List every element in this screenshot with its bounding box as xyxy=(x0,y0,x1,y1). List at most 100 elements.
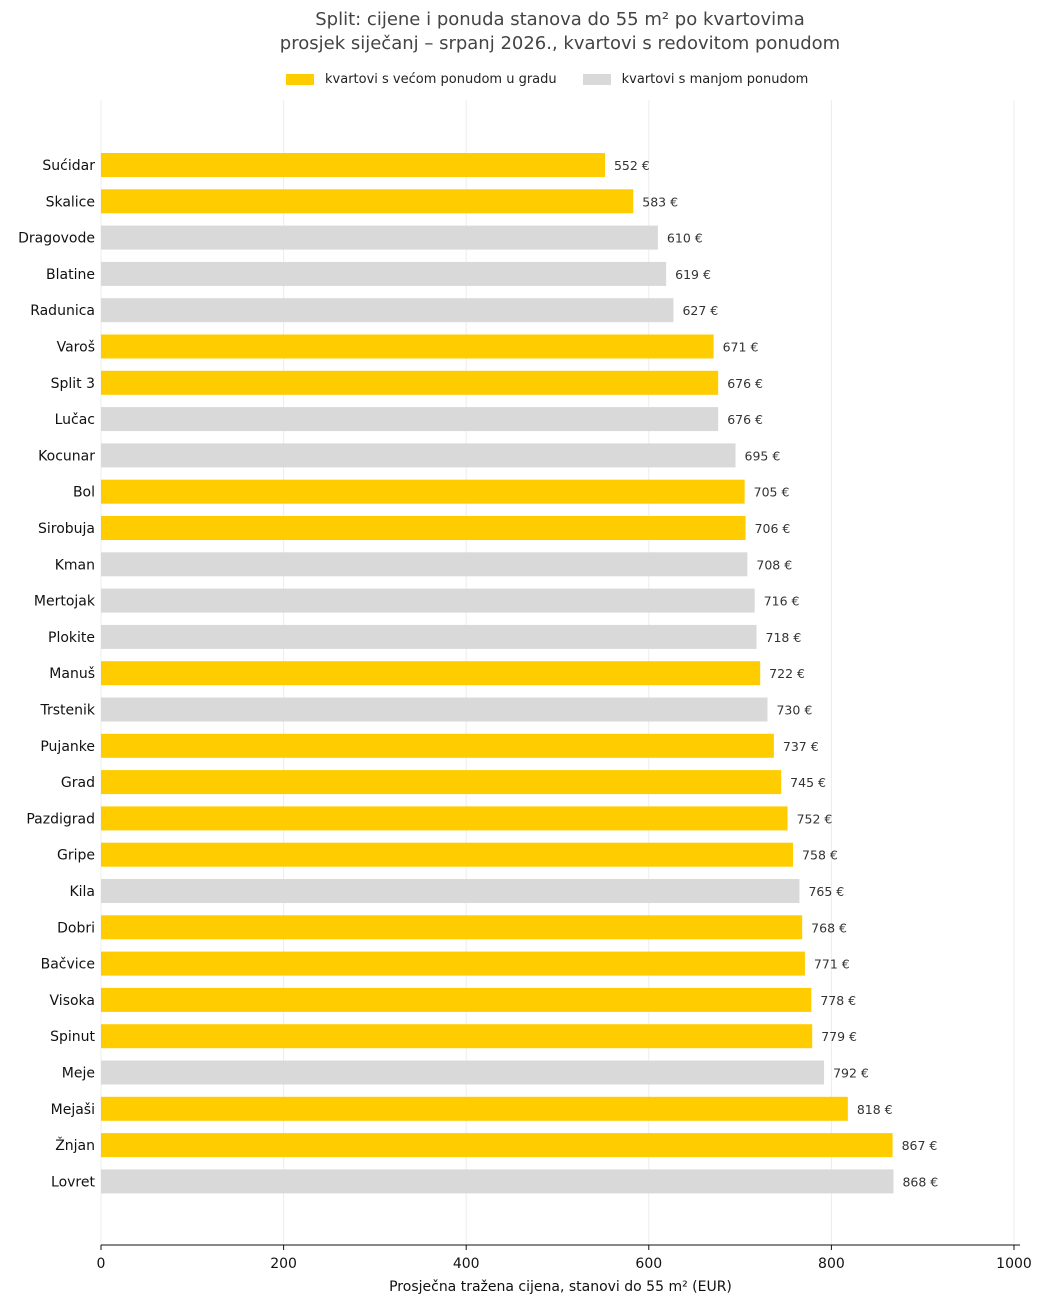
x-tick-label-2: 400 xyxy=(453,1256,480,1272)
category-label-0: Sućidar xyxy=(42,158,95,174)
category-label-15: Trstenik xyxy=(39,703,95,719)
bar-0 xyxy=(101,153,605,177)
category-label-19: Gripe xyxy=(57,848,95,864)
category-label-20: Kila xyxy=(69,884,95,900)
value-label-19: 758 € xyxy=(802,848,838,863)
category-label-28: Lovret xyxy=(51,1174,95,1190)
legend-swatch-high-supply xyxy=(286,74,314,85)
category-label-27: Žnjan xyxy=(55,1136,95,1154)
bar-20 xyxy=(101,879,800,903)
value-label-8: 695 € xyxy=(745,448,781,463)
bar-2 xyxy=(101,225,658,250)
bar-19 xyxy=(101,842,794,867)
x-axis-title: Prosječna tražena cijena, stanovi do 55 … xyxy=(389,1279,732,1295)
value-label-4: 627 € xyxy=(682,303,718,318)
value-label-24: 779 € xyxy=(821,1029,857,1044)
bar-27 xyxy=(101,1133,893,1158)
bar-26 xyxy=(101,1096,848,1121)
category-label-18: Pazdigrad xyxy=(26,811,95,827)
value-label-27: 867 € xyxy=(902,1138,938,1153)
bar-7 xyxy=(101,407,719,432)
category-label-2: Dragovode xyxy=(18,231,95,247)
category-label-6: Split 3 xyxy=(51,376,95,392)
category-label-21: Dobri xyxy=(57,920,95,936)
x-tick-label-0: 0 xyxy=(97,1256,106,1272)
category-label-9: Bol xyxy=(73,485,95,501)
legend-swatch-low-supply xyxy=(582,74,611,85)
bar-4 xyxy=(101,298,674,323)
value-label-23: 778 € xyxy=(820,993,856,1008)
x-tick-label-5: 1000 xyxy=(996,1256,1032,1272)
value-label-1: 583 € xyxy=(642,194,678,209)
value-label-3: 619 € xyxy=(675,267,711,282)
legend-label-high-supply: kvartovi s većom ponudom u gradu xyxy=(325,72,557,87)
category-label-13: Plokite xyxy=(48,630,95,646)
x-tick-label-4: 800 xyxy=(818,1256,845,1272)
category-label-25: Meje xyxy=(62,1066,95,1082)
bar-10 xyxy=(101,516,746,540)
bar-23 xyxy=(101,987,812,1012)
category-label-7: Lučac xyxy=(55,412,95,428)
x-tick-label-3: 600 xyxy=(635,1256,662,1272)
category-label-11: Kman xyxy=(55,557,95,573)
category-label-14: Manuš xyxy=(49,666,95,682)
category-label-1: Skalice xyxy=(46,194,95,210)
value-label-26: 818 € xyxy=(857,1102,893,1117)
value-label-2: 610 € xyxy=(667,231,703,246)
bar-14 xyxy=(101,661,761,686)
bar-17 xyxy=(101,770,782,795)
bar-25 xyxy=(101,1060,825,1085)
value-label-20: 765 € xyxy=(808,884,844,899)
category-label-22: Bačvice xyxy=(41,957,95,973)
bar-9 xyxy=(101,479,745,504)
value-label-5: 671 € xyxy=(723,340,759,355)
value-label-11: 708 € xyxy=(756,557,792,572)
bar-8 xyxy=(101,443,736,468)
chart-title: Split: cijene i ponuda stanova do 55 m² … xyxy=(315,9,805,30)
legend: kvartovi s većom ponudom u gradu kvartov… xyxy=(286,72,834,87)
bar-6 xyxy=(101,370,719,395)
chart-subtitle: prosjek siječanj – srpanj 2026., kvartov… xyxy=(279,33,841,54)
bar-15 xyxy=(101,697,768,722)
category-label-23: Visoka xyxy=(50,993,95,1009)
bar-18 xyxy=(101,806,788,831)
category-label-17: Grad xyxy=(61,775,95,791)
bar-3 xyxy=(101,261,667,286)
category-label-16: Pujanke xyxy=(40,739,95,755)
category-label-12: Mertojak xyxy=(34,594,96,610)
value-label-18: 752 € xyxy=(797,811,833,826)
legend-entry-low-supply: kvartovi s manjom ponudom xyxy=(582,72,809,87)
value-label-13: 718 € xyxy=(766,630,802,645)
value-label-25: 792 € xyxy=(833,1066,869,1081)
value-label-28: 868 € xyxy=(902,1174,938,1189)
bar-11 xyxy=(101,552,748,577)
category-label-26: Mejaši xyxy=(51,1102,95,1118)
category-label-10: Sirobuja xyxy=(38,521,95,537)
bar-21 xyxy=(101,915,803,940)
bar-24 xyxy=(101,1024,813,1049)
value-label-7: 676 € xyxy=(727,412,763,427)
category-label-4: Radunica xyxy=(30,303,95,319)
bar-1 xyxy=(101,189,634,214)
category-label-5: Varoš xyxy=(57,340,95,356)
value-label-16: 737 € xyxy=(783,739,819,754)
legend-entry-high-supply: kvartovi s većom ponudom u gradu xyxy=(286,72,557,87)
value-label-15: 730 € xyxy=(776,703,812,718)
category-label-3: Blatine xyxy=(46,267,95,283)
value-label-21: 768 € xyxy=(811,920,847,935)
category-label-8: Kocunar xyxy=(38,448,95,464)
value-label-0: 552 € xyxy=(614,158,650,173)
bar-5 xyxy=(101,334,714,359)
bar-13 xyxy=(101,624,757,649)
bar-28 xyxy=(101,1169,894,1194)
legend-label-low-supply: kvartovi s manjom ponudom xyxy=(621,72,809,87)
value-label-17: 745 € xyxy=(790,775,826,790)
bar-22 xyxy=(101,951,805,976)
value-label-10: 706 € xyxy=(755,521,791,536)
value-label-12: 716 € xyxy=(764,594,800,609)
value-label-14: 722 € xyxy=(769,666,805,681)
bar-16 xyxy=(101,733,774,758)
x-tick-label-1: 200 xyxy=(270,1256,297,1272)
value-label-9: 705 € xyxy=(754,485,790,500)
